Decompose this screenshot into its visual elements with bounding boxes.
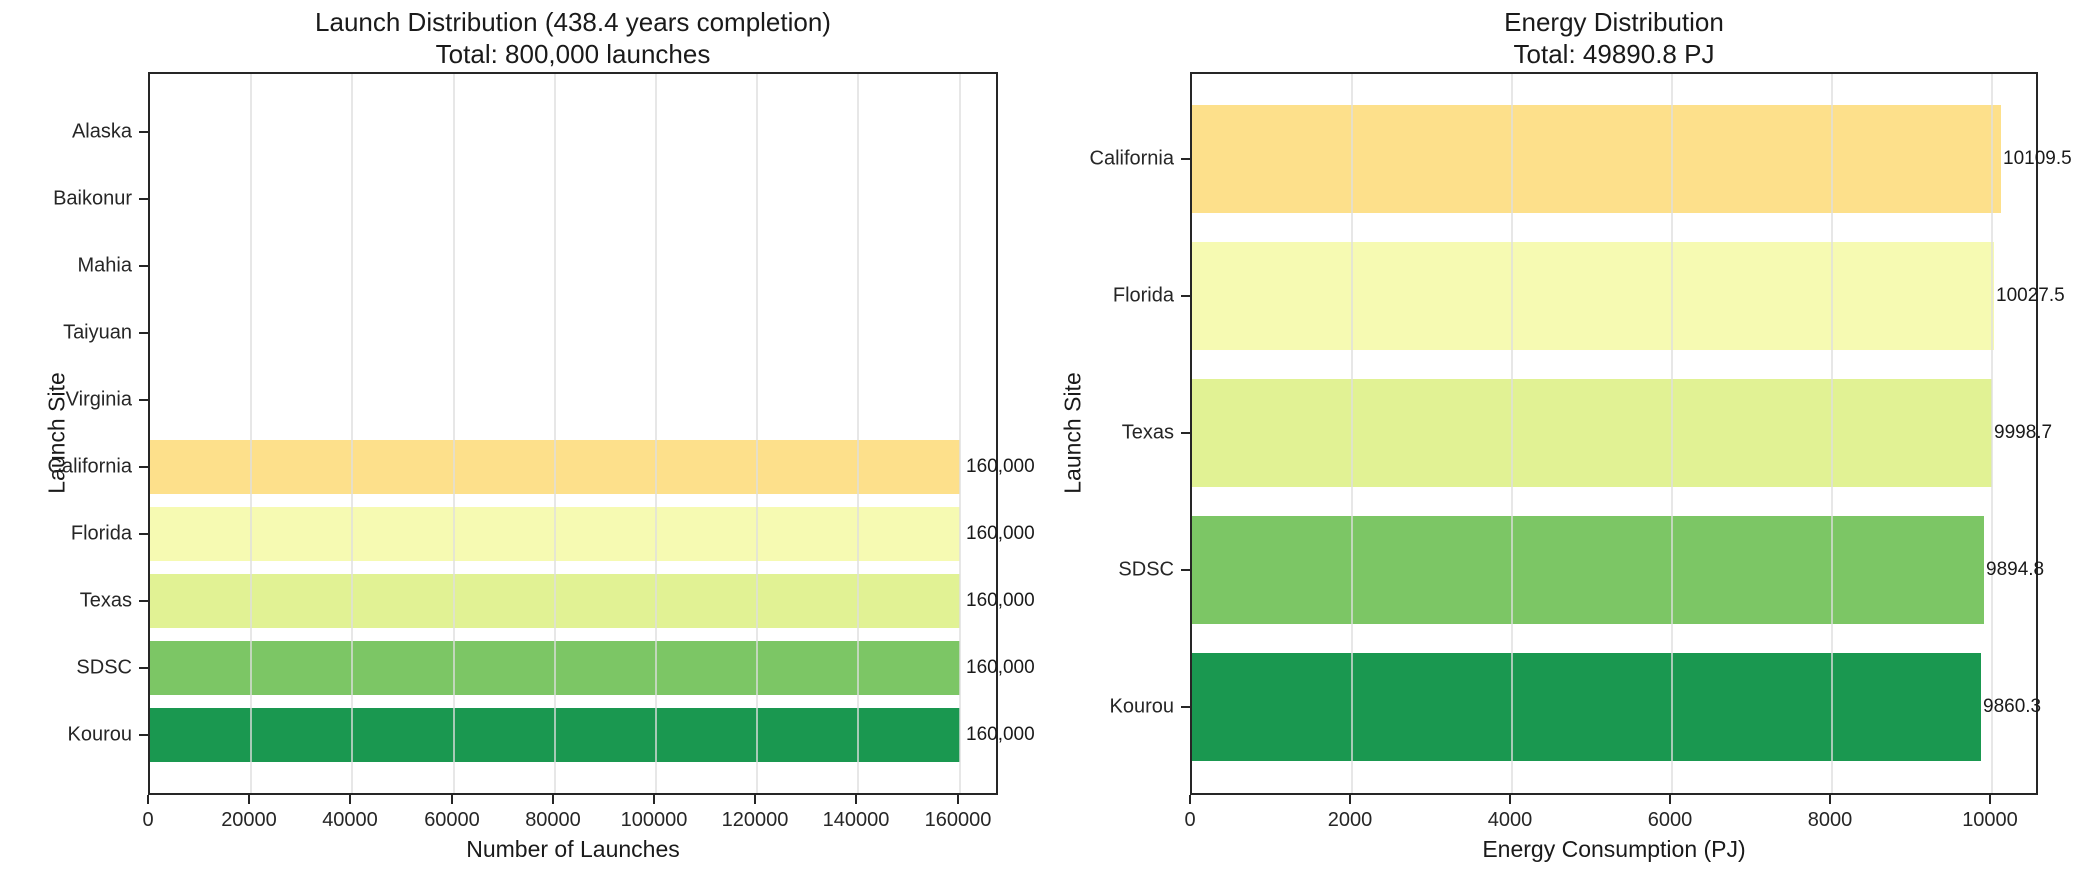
x-axis-tick-label: 40000	[322, 809, 378, 831]
x-gridline	[250, 74, 252, 793]
x-axis-tick	[1189, 795, 1191, 804]
y-axis-tick	[1181, 295, 1190, 297]
y-axis-tick-label: Baikonur	[53, 187, 132, 210]
bar-kourou	[1192, 653, 1981, 761]
x-gridline	[554, 74, 556, 793]
x-axis-tick-label: 0	[1184, 809, 1196, 831]
x-axis-tick	[1349, 795, 1351, 804]
y-axis-tick-label: SDSC	[1118, 558, 1174, 581]
x-axis-tick-label: 120000	[721, 809, 789, 831]
y-axis-tick	[139, 734, 148, 736]
x-axis-tick-label: 0	[142, 809, 154, 831]
bar-value-label: 10027.5	[1996, 285, 2065, 306]
x-axis-tick	[552, 795, 554, 804]
y-axis-tick	[1181, 706, 1190, 708]
x-axis-tick-label: 20000	[221, 809, 277, 831]
y-axis-tick-label: Alaska	[71, 120, 132, 143]
y-axis-tick	[1181, 432, 1190, 434]
y-axis-tick-label: California	[47, 455, 132, 478]
bar-value-label: 160,000	[966, 590, 1035, 611]
x-axis-tick	[147, 795, 149, 804]
launch-chart-plot-area	[148, 72, 998, 795]
x-axis-tick-label: 6000	[1647, 809, 1693, 831]
x-axis-tick	[248, 795, 250, 804]
energy-chart-title: Energy Distribution Total: 49890.8 PJ	[1190, 6, 2038, 70]
bar-value-label: 9894.8	[1986, 559, 2045, 580]
y-axis-tick-label: Texas	[1121, 421, 1174, 444]
x-axis-tick	[1989, 795, 1991, 804]
bar-california	[1192, 105, 2001, 213]
x-gridline	[1351, 74, 1353, 793]
energy-chart-x-axis-label: Energy Consumption (PJ)	[1482, 836, 1746, 862]
launch-chart-title: Launch Distribution (438.4 years complet…	[148, 6, 998, 70]
bar-value-label: 160,000	[966, 456, 1035, 477]
y-axis-tick-label: California	[1089, 147, 1174, 170]
x-gridline	[655, 74, 657, 793]
x-axis-tick	[1509, 795, 1511, 804]
y-axis-tick-label: Kourou	[1109, 695, 1175, 718]
x-axis-tick	[855, 795, 857, 804]
bar-value-label: 160,000	[966, 523, 1035, 544]
launch-chart-title-line1: Launch Distribution (438.4 years complet…	[315, 7, 831, 37]
bar-value-label: 9998.7	[1994, 422, 2053, 443]
y-axis-tick-label: Taiyuan	[63, 321, 132, 344]
y-axis-tick	[139, 466, 148, 468]
x-axis-tick	[1829, 795, 1831, 804]
y-axis-tick	[139, 332, 148, 334]
x-axis-tick	[349, 795, 351, 804]
x-gridline	[1671, 74, 1673, 793]
x-axis-tick	[957, 795, 959, 804]
x-gridline	[453, 74, 455, 793]
launch-chart-x-axis-label: Number of Launches	[466, 836, 680, 862]
y-axis-tick	[139, 600, 148, 602]
x-gridline	[756, 74, 758, 793]
bar-value-label: 9860.3	[1983, 696, 2042, 717]
bar-value-label: 160,000	[966, 657, 1035, 678]
y-axis-tick	[139, 198, 148, 200]
launch-chart-title-line2: Total: 800,000 launches	[435, 39, 711, 69]
x-axis-tick-label: 8000	[1807, 809, 1853, 831]
x-gridline	[1511, 74, 1513, 793]
bar-texas	[1192, 379, 1992, 487]
x-axis-tick-label: 140000	[822, 809, 890, 831]
y-axis-tick-label: Virginia	[65, 388, 132, 411]
bar-value-label: 10109.5	[2003, 148, 2072, 169]
y-axis-tick-label: Florida	[70, 522, 132, 545]
x-axis-tick-label: 80000	[525, 809, 581, 831]
x-axis-tick	[1669, 795, 1671, 804]
x-axis-tick	[754, 795, 756, 804]
y-axis-tick	[1181, 569, 1190, 571]
x-axis-tick-label: 160000	[924, 809, 992, 831]
y-axis-tick-label: Florida	[1112, 284, 1174, 307]
x-axis-tick-label: 2000	[1327, 809, 1373, 831]
y-axis-tick	[1181, 158, 1190, 160]
x-gridline	[959, 74, 961, 793]
x-axis-tick-label: 100000	[620, 809, 688, 831]
x-axis-tick-label: 10000	[1962, 809, 2018, 831]
y-axis-tick	[139, 667, 148, 669]
energy-chart-plot-area	[1190, 72, 2038, 795]
x-gridline	[351, 74, 353, 793]
bar-sdsc	[1192, 516, 1984, 624]
y-axis-tick	[139, 131, 148, 133]
bar-value-label: 160,000	[966, 724, 1035, 745]
x-gridline	[1831, 74, 1833, 793]
x-gridline	[1991, 74, 1993, 793]
x-axis-tick	[451, 795, 453, 804]
y-axis-tick-label: Kourou	[67, 723, 133, 746]
x-axis-tick-label: 60000	[424, 809, 480, 831]
bar-florida	[1192, 242, 1994, 350]
y-axis-tick	[139, 399, 148, 401]
y-axis-tick-label: Texas	[79, 589, 132, 612]
x-gridline	[857, 74, 859, 793]
y-axis-tick	[139, 265, 148, 267]
energy-chart-title-line1: Energy Distribution	[1504, 7, 1724, 37]
x-axis-tick	[653, 795, 655, 804]
energy-chart-title-line2: Total: 49890.8 PJ	[1513, 39, 1715, 69]
y-axis-tick-label: Mahia	[77, 254, 132, 277]
y-axis-tick	[139, 533, 148, 535]
x-axis-tick-label: 4000	[1487, 809, 1533, 831]
y-axis-tick-label: SDSC	[76, 656, 132, 679]
